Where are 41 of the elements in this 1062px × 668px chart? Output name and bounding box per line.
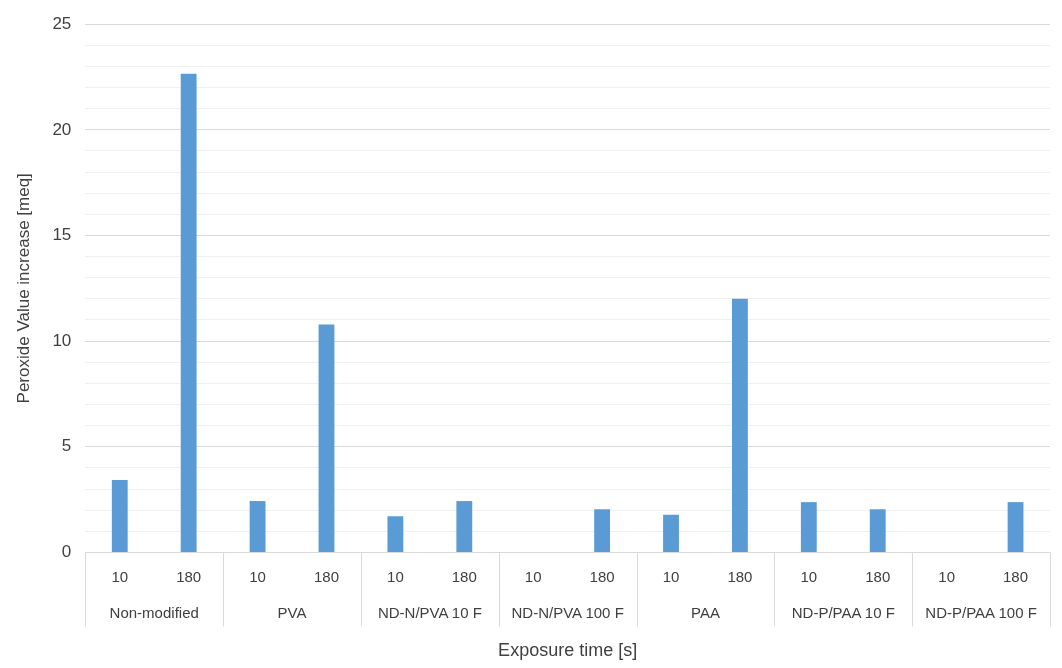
- y-tick-label: 15: [52, 225, 72, 245]
- x-tick-label: 10: [249, 567, 266, 585]
- x-tick-label: 180: [176, 567, 202, 585]
- x-tick-label: 180: [727, 567, 753, 585]
- bar: [1007, 502, 1024, 552]
- bar: [663, 514, 679, 552]
- text: ND-P/PAA 10 F: [791, 603, 895, 621]
- bar: [180, 73, 197, 552]
- bar: [456, 501, 473, 552]
- text: ND-N/PVA 100 F: [511, 603, 624, 621]
- y-tick-label: 0: [61, 542, 72, 562]
- bar: [869, 509, 886, 552]
- y-tick-label: 25: [52, 13, 72, 33]
- text: PVA: [277, 603, 307, 621]
- bar: [594, 509, 611, 552]
- x-tick-label: 10: [111, 567, 129, 585]
- x-tick-label: 10: [662, 567, 680, 585]
- text: ND-P/PAA 100 F: [925, 603, 1037, 621]
- bar: [318, 324, 335, 552]
- text: ND-N/PVA 10 F: [377, 603, 482, 621]
- y-tick-label: 5: [61, 436, 72, 456]
- text: Non-modified: [109, 603, 199, 621]
- y-axis-title: Peroxide Value increase [meq]: [13, 173, 33, 404]
- text: PAA: [691, 603, 720, 621]
- x-tick-label: 180: [1003, 567, 1029, 585]
- bar: [249, 501, 266, 552]
- y-tick-label: 10: [52, 330, 72, 350]
- x-tick-label: 180: [451, 567, 477, 585]
- x-tick-label: 10: [938, 567, 955, 585]
- bar: [111, 479, 128, 552]
- bar: [800, 502, 817, 552]
- bar: [387, 516, 404, 552]
- bar: [732, 298, 748, 552]
- x-tick-label: 10: [800, 567, 818, 585]
- y-tick-label: 20: [52, 119, 72, 139]
- x-tick-label: 180: [865, 567, 891, 585]
- x-axis-title: Exposure time [s]: [498, 640, 638, 661]
- x-tick-label: 180: [313, 567, 339, 585]
- x-tick-label: 180: [589, 567, 615, 585]
- x-tick-label: 10: [524, 567, 542, 585]
- x-tick-label: 10: [387, 567, 404, 585]
